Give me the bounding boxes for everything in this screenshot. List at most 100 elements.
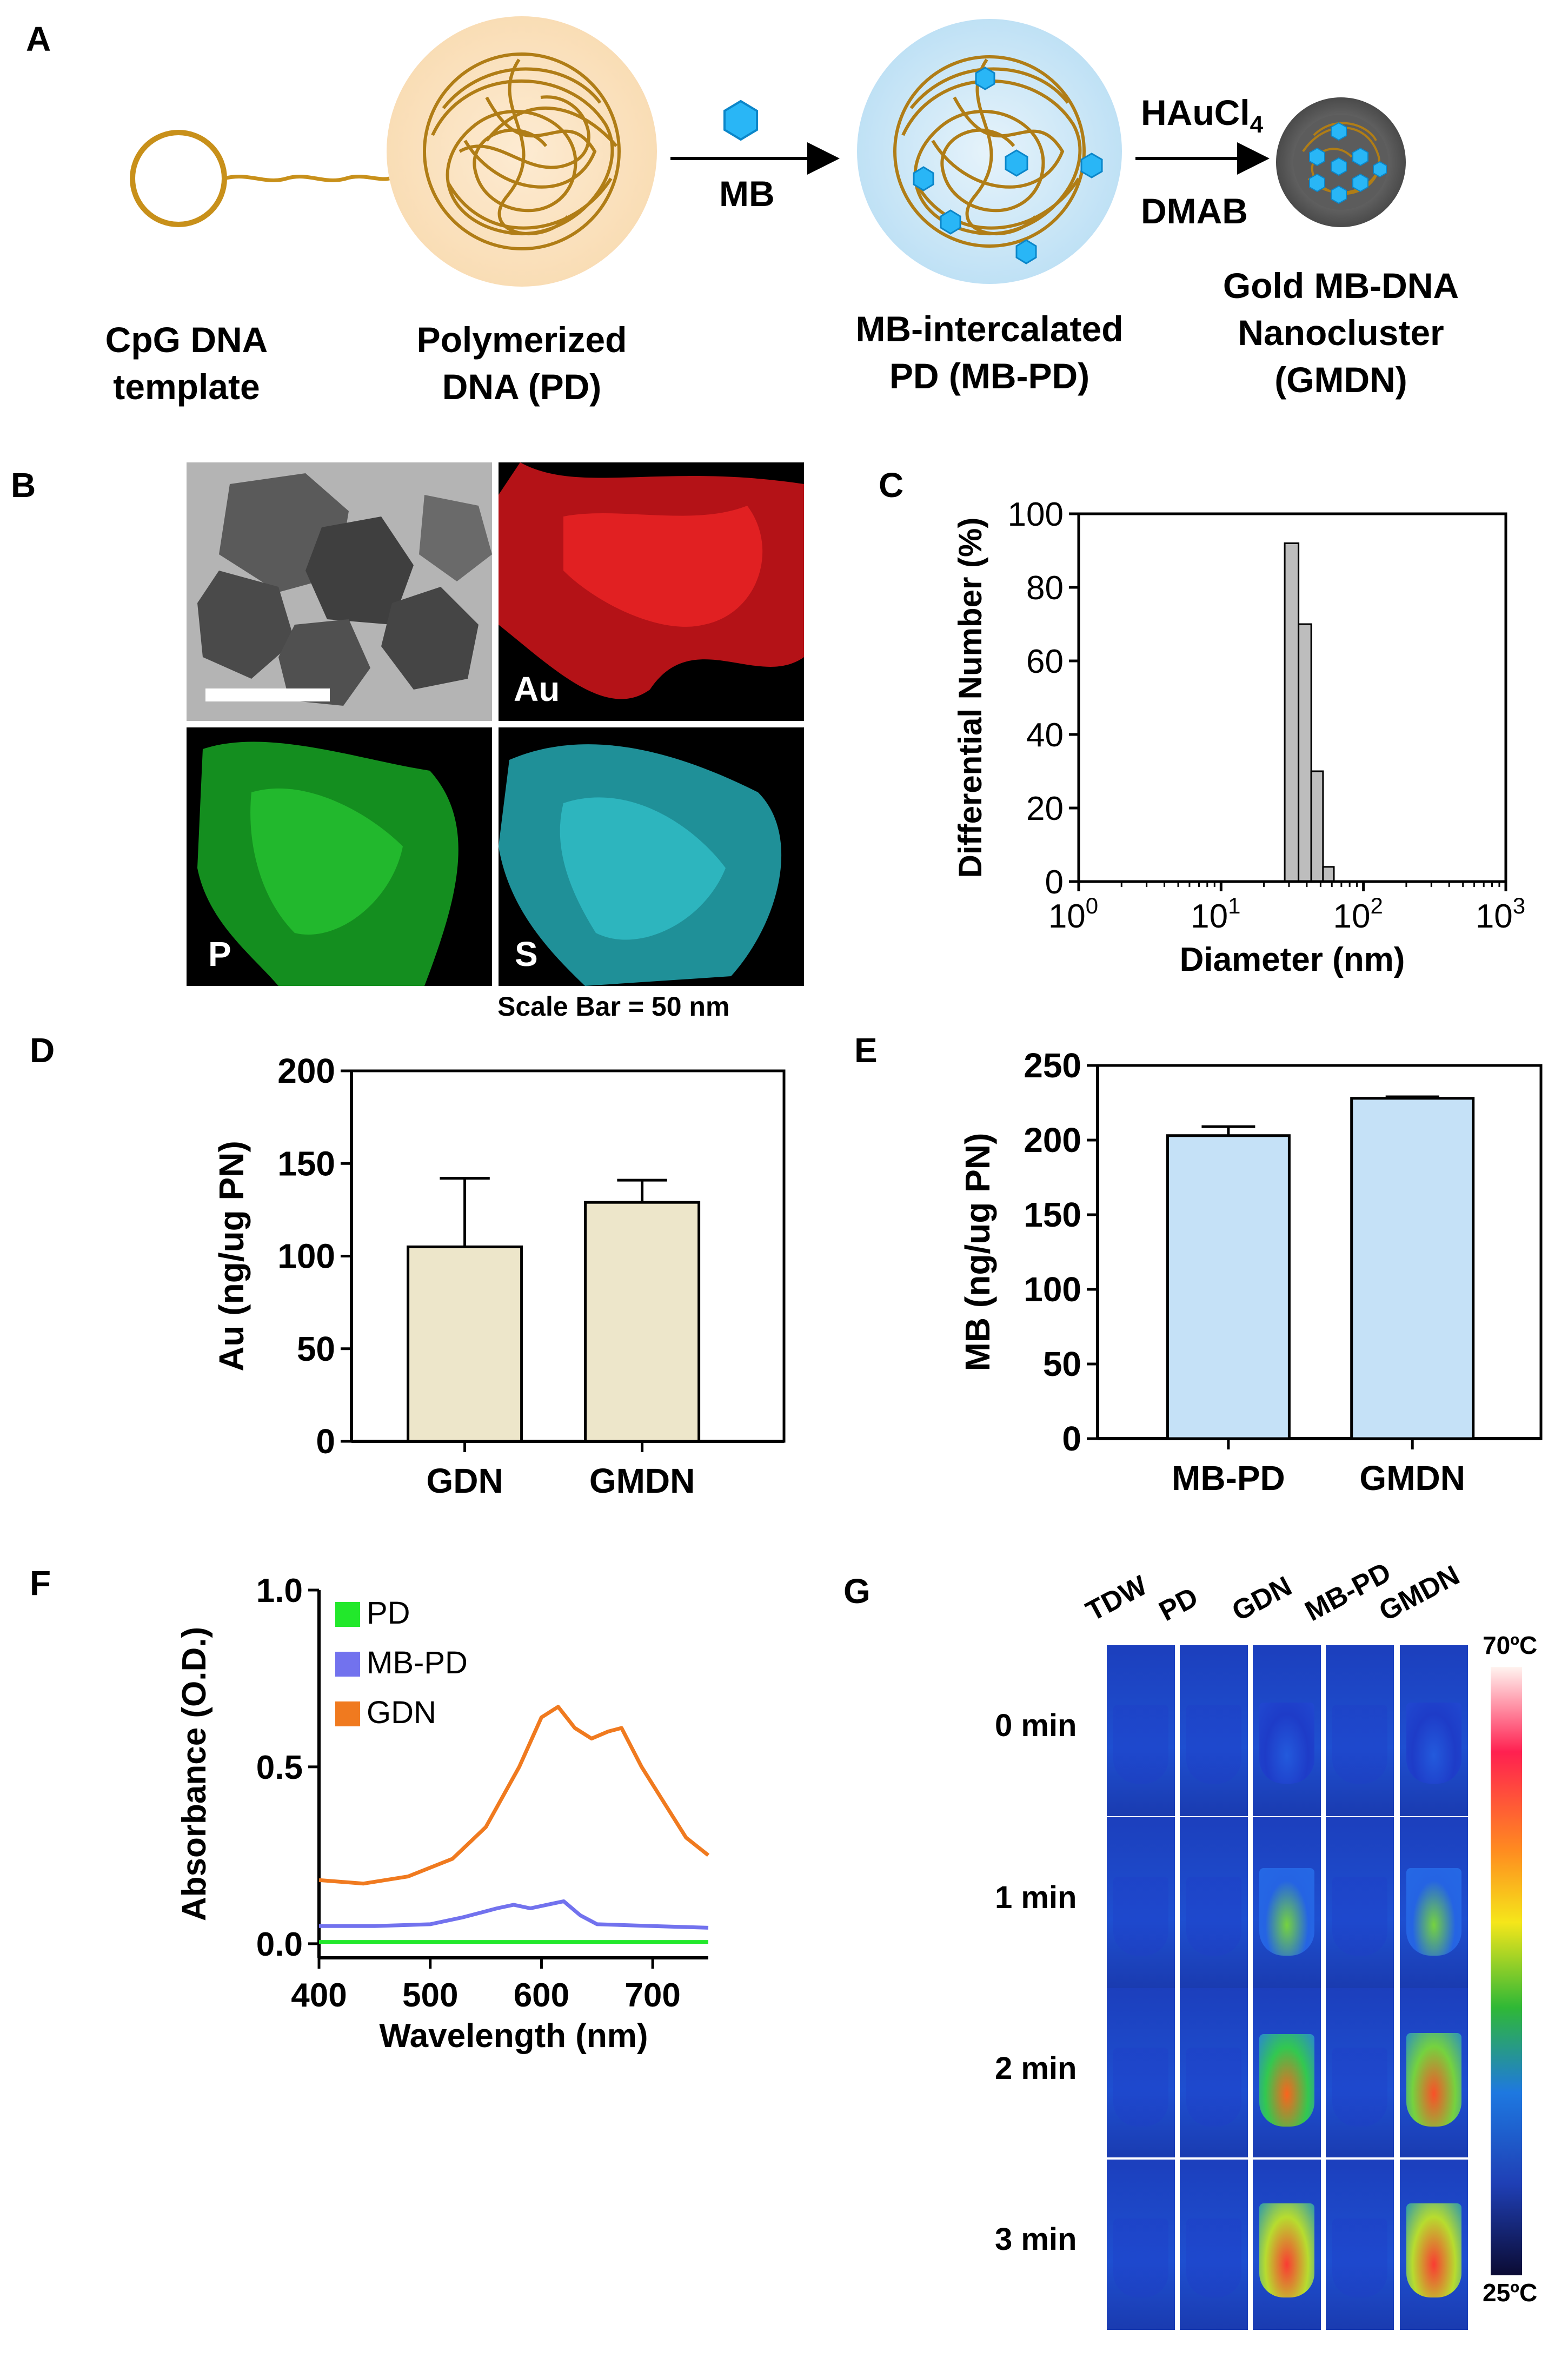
legend-swatch-mb-pd [335, 1652, 360, 1677]
gmdn-caption: Gold MB-DNA Nanocluster (GMDN) [1184, 262, 1498, 403]
y-tick-label: 0.0 [256, 1926, 303, 1963]
au-map-dots [499, 462, 804, 699]
legend-label-pd: PD [367, 1595, 410, 1631]
thermal-cell [1180, 2159, 1248, 2330]
y-tick-label: 40 [1026, 717, 1064, 754]
thermal-tube [1113, 2219, 1168, 2297]
thermal-row-label: 2 min [995, 2051, 1077, 2086]
colorbar-max-label: 70ºC [1483, 1631, 1538, 1659]
thermal-tube [1406, 1868, 1461, 1956]
thermal-column-label: PD [1154, 1581, 1204, 1628]
panel-label-d: D [30, 1031, 55, 1070]
y-tick-label: 60 [1026, 643, 1064, 680]
caption-line: DNA (PD) [442, 367, 602, 407]
s-map-dots [499, 744, 782, 986]
thermal-tube [1186, 1705, 1241, 1784]
legend-swatch-pd [335, 1602, 360, 1627]
thermal-cell [1326, 1645, 1394, 1816]
x-tick-label: 600 [514, 1977, 569, 2014]
mb-pd-icon [857, 19, 1122, 284]
thermal-tube [1186, 2048, 1241, 2127]
thermal-tube [1186, 1877, 1241, 1956]
chart-e: 0 50 100 150 200 250 MB-PD GMDN MB (ng/ug PN) [958, 1049, 1543, 1498]
arrow-1-label: MB [719, 174, 775, 214]
caption-line: Nanocluster [1238, 313, 1444, 353]
thermal-cell [1253, 1645, 1321, 1816]
y-tick-label: 0 [1062, 1419, 1081, 1458]
panel-label-e: E [854, 1031, 878, 1070]
thermal-tube [1406, 2203, 1461, 2297]
thermal-cell [1180, 1645, 1248, 1816]
caption-line: Polymerized [416, 320, 627, 360]
thermal-cell [1107, 1817, 1175, 1988]
thermal-tube [1259, 2034, 1314, 2127]
y-tick-label: 50 [1043, 1345, 1081, 1383]
y-tick-label: 100 [1024, 1270, 1081, 1309]
colorbar-min-label: 25ºC [1483, 2279, 1538, 2307]
thermal-tube [1406, 2033, 1461, 2127]
caption-line: PD (MB-PD) [889, 356, 1090, 396]
y-tick-label: 0 [1045, 864, 1064, 901]
thermal-tube [1332, 1705, 1387, 1784]
arrow-2-reagent-top: HAuCl4 [1141, 92, 1263, 138]
y-tick-label: 1.0 [256, 1572, 303, 1610]
y-tick-label: 200 [277, 1055, 335, 1090]
bar-mb-pd [1166, 1134, 1291, 1440]
histogram-bar-3 [1322, 866, 1335, 883]
thermal-tube [1113, 1877, 1168, 1956]
x-tick-label: GMDN [589, 1461, 695, 1500]
caption-line: template [113, 367, 260, 407]
y-tick-label: 0 [316, 1422, 335, 1461]
x-tick-label: 400 [291, 1977, 347, 2014]
tem-particles [187, 462, 492, 721]
s-label: S [515, 935, 538, 974]
thermal-column-label: GMDN [1374, 1559, 1465, 1628]
polymerized-dna-caption: Polymerized DNA (PD) [378, 316, 665, 410]
x-tick-label: MB-PD [1172, 1459, 1285, 1498]
p-map-dots [197, 741, 459, 986]
legend-label-gdn: GDN [367, 1695, 436, 1730]
thermal-cell [1107, 1988, 1175, 2159]
legend-swatch-gdn [335, 1701, 360, 1726]
y-axis-label: MB (ng/ug PN) [958, 1133, 997, 1372]
x-tick-label: 103 [1476, 893, 1525, 935]
panel-label-f: F [30, 1564, 51, 1603]
thermal-row-label: 0 min [995, 1708, 1077, 1743]
arrow-2-reagent-bottom: DMAB [1141, 191, 1248, 231]
panel-label-b: B [11, 466, 36, 505]
thermal-column-label: GDN [1227, 1570, 1297, 1628]
thermal-cell [1400, 1817, 1468, 1988]
y-tick-label: 150 [1024, 1195, 1081, 1234]
thermal-tube [1259, 2203, 1314, 2297]
panel-label-a: A [26, 19, 51, 58]
thermal-tube [1332, 2219, 1387, 2297]
thermal-cell [1326, 1817, 1394, 1988]
thermal-cell [1253, 1988, 1321, 2159]
chart-c: 0 20 40 60 80 100 100 101 102 103 Diameter (nm) Dif… [952, 498, 1525, 978]
au-label: Au [514, 670, 560, 708]
eds-s-map: S [499, 727, 804, 986]
y-tick-label: 200 [1024, 1121, 1081, 1160]
x-tick-label: GMDN [1359, 1459, 1465, 1498]
caption-line: (GMDN) [1274, 360, 1407, 400]
histogram-bar-0 [1284, 542, 1300, 883]
thermal-cell [1326, 1988, 1394, 2159]
y-axis-label: Au (ng/ug PN) [212, 1141, 251, 1372]
divider-line [1107, 2157, 1476, 2160]
thermal-cell [1180, 1988, 1248, 2159]
x-tick-label: 101 [1191, 893, 1240, 935]
thermal-column-label: TDW [1081, 1570, 1153, 1628]
chart-f: 0.0 0.5 1.0 400 500 600 700 PD MB-PD GDN Wavelengt… [176, 1572, 710, 2055]
caption-line: MB-intercalated [855, 309, 1124, 349]
thermal-cell [1400, 1988, 1468, 2159]
y-axis-label: Absorbance (O.D.) [176, 1627, 213, 1921]
bar-gmdn [1350, 1097, 1475, 1440]
thermal-tube [1332, 2048, 1387, 2127]
x-tick-label: 102 [1333, 893, 1383, 935]
haucl-text: HAuCl [1141, 92, 1250, 133]
thermal-tube [1332, 1877, 1387, 1956]
thermal-cell [1107, 1645, 1175, 1816]
histogram-bar-2 [1310, 770, 1324, 883]
y-axis-label: Differential Number (%) [952, 518, 988, 878]
eds-au-map: Au [499, 462, 804, 721]
